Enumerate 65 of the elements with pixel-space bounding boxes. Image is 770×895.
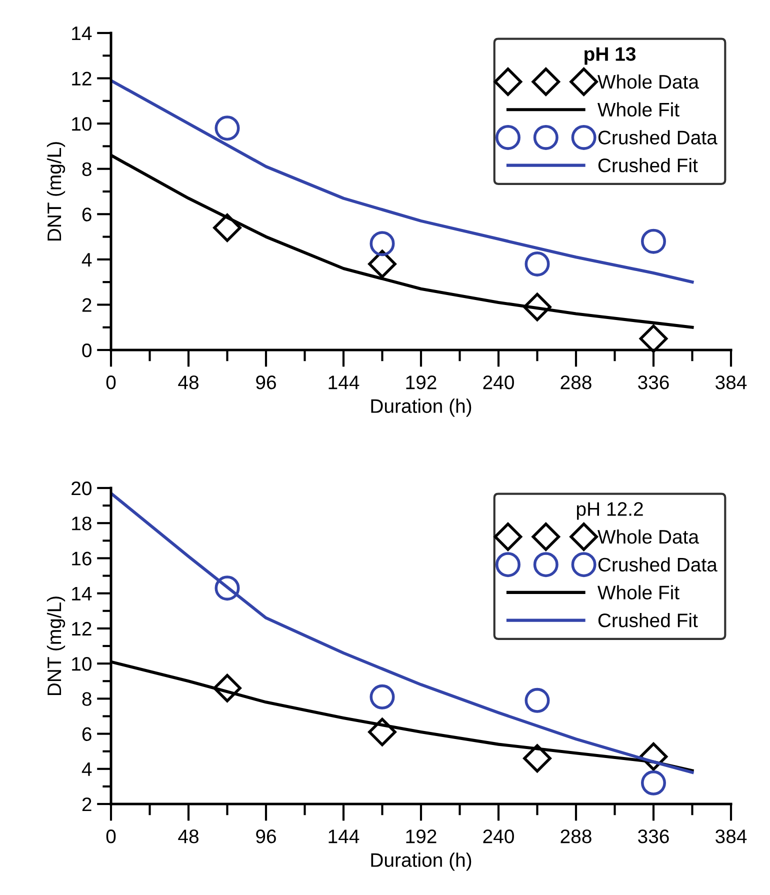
point	[523, 292, 552, 322]
point	[368, 250, 396, 278]
x-tick-label: 0	[106, 830, 116, 844]
x-tick-label: 288	[560, 830, 592, 844]
y-tick-label: 8	[82, 692, 92, 706]
y-tick-label: 18	[72, 516, 92, 530]
y-tick-label: 12	[72, 622, 92, 636]
x-tick-label: 384	[716, 376, 747, 390]
legend-label: Whole Data	[598, 74, 700, 89]
point	[368, 718, 396, 746]
y-tick-label: 6	[82, 208, 92, 222]
y-tick-label: 0	[82, 343, 92, 358]
y-tick-label: 4	[82, 253, 92, 266]
y-tick-label: 10	[72, 657, 92, 671]
y-tick-label: 6	[82, 727, 92, 742]
legend-label: Whole Fit	[598, 102, 680, 117]
point	[214, 576, 240, 601]
x-tick-label: 48	[178, 830, 198, 844]
x-tick-label: 384	[716, 830, 747, 844]
legend-label: Crushed Fit	[598, 613, 698, 628]
legend-label: Crushed Data	[598, 557, 718, 572]
legend-label: Whole Fit	[598, 585, 680, 600]
y-tick-label: 4	[82, 762, 92, 776]
point	[639, 324, 668, 353]
x-tick-label: 96	[256, 830, 276, 844]
legend-label: Whole Data	[598, 529, 700, 544]
x-tick-label: 144	[328, 376, 360, 390]
point	[524, 688, 550, 713]
x-tick-label: 96	[256, 376, 276, 390]
x-tick-label: 336	[638, 376, 669, 390]
y-tick-label: 2	[82, 298, 92, 312]
y-tick-label: 8	[82, 162, 92, 176]
y-tick-label: 14	[72, 587, 92, 600]
x-tick-label: 144	[328, 830, 360, 844]
x-tick-label: 240	[483, 830, 514, 844]
x-tick-label: 240	[483, 376, 514, 390]
y-tick-label: 10	[72, 117, 92, 131]
x-tick-label: 192	[406, 830, 436, 844]
x-tick-label: 192	[406, 376, 436, 390]
legend-title: pH 12.2	[576, 502, 643, 520]
x-axis-title: Duration (h)	[371, 852, 472, 871]
point	[214, 116, 240, 141]
x-tick-label: 0	[106, 376, 116, 390]
y-tick-label: 20	[72, 481, 92, 496]
y-tick-label: 12	[72, 72, 92, 86]
x-axis-title: Duration (h)	[371, 398, 472, 417]
x-tick-label: 288	[560, 376, 592, 390]
point	[370, 231, 395, 256]
y-tick-label: 16	[72, 552, 92, 566]
x-tick-label: 48	[178, 376, 198, 390]
point	[641, 770, 666, 796]
point	[523, 744, 552, 773]
y-tick-label: 14	[72, 26, 92, 40]
y-axis-title: DNT (mg/L)	[46, 596, 66, 696]
x-tick-label: 336	[638, 830, 669, 844]
y-tick-label: 2	[82, 797, 92, 812]
point	[213, 674, 242, 702]
point	[641, 228, 666, 254]
point	[213, 214, 242, 242]
legend-label: Crushed Fit	[598, 158, 698, 172]
legend-label: Crushed Data	[598, 130, 718, 144]
legend-title: pH 13	[584, 47, 636, 65]
point	[370, 684, 395, 710]
point	[524, 251, 550, 276]
y-axis-title: DNT (mg/L)	[46, 142, 66, 241]
